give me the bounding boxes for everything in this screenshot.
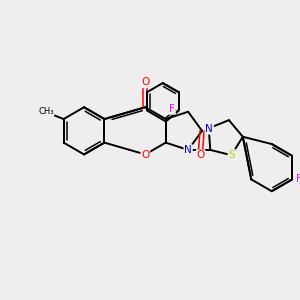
Text: N: N xyxy=(184,145,192,155)
Text: O: O xyxy=(141,77,149,88)
Text: CH₃: CH₃ xyxy=(38,107,54,116)
Text: O: O xyxy=(141,150,149,160)
Text: F: F xyxy=(296,174,300,184)
Text: S: S xyxy=(228,150,235,160)
Text: F: F xyxy=(169,104,175,114)
Text: O: O xyxy=(196,150,205,160)
Text: N: N xyxy=(206,124,213,134)
